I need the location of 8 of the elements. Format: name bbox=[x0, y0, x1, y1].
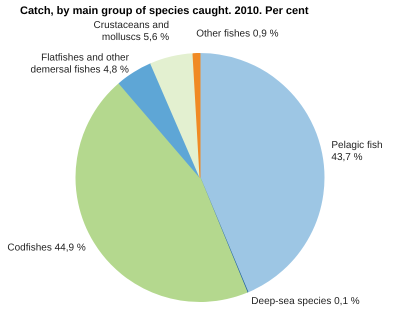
slice-label: Pelagic fish bbox=[331, 140, 383, 151]
data-label: 43,7 % bbox=[331, 152, 363, 163]
slice-label: Deep-sea species 0,1 % bbox=[251, 296, 360, 308]
slice-label: Crustaceans and molluscs 5,6 % bbox=[94, 20, 170, 43]
slice-label: Codfishes 44,9 % bbox=[7, 242, 86, 254]
slice-label: Other fishes 0,9 % bbox=[196, 28, 279, 40]
chart-title: Catch, by main group of species caught. 2010. Per cent bbox=[19, 4, 310, 19]
slice-label: Flatfishes and other demersal fishes 4,8 % bbox=[30, 52, 130, 76]
